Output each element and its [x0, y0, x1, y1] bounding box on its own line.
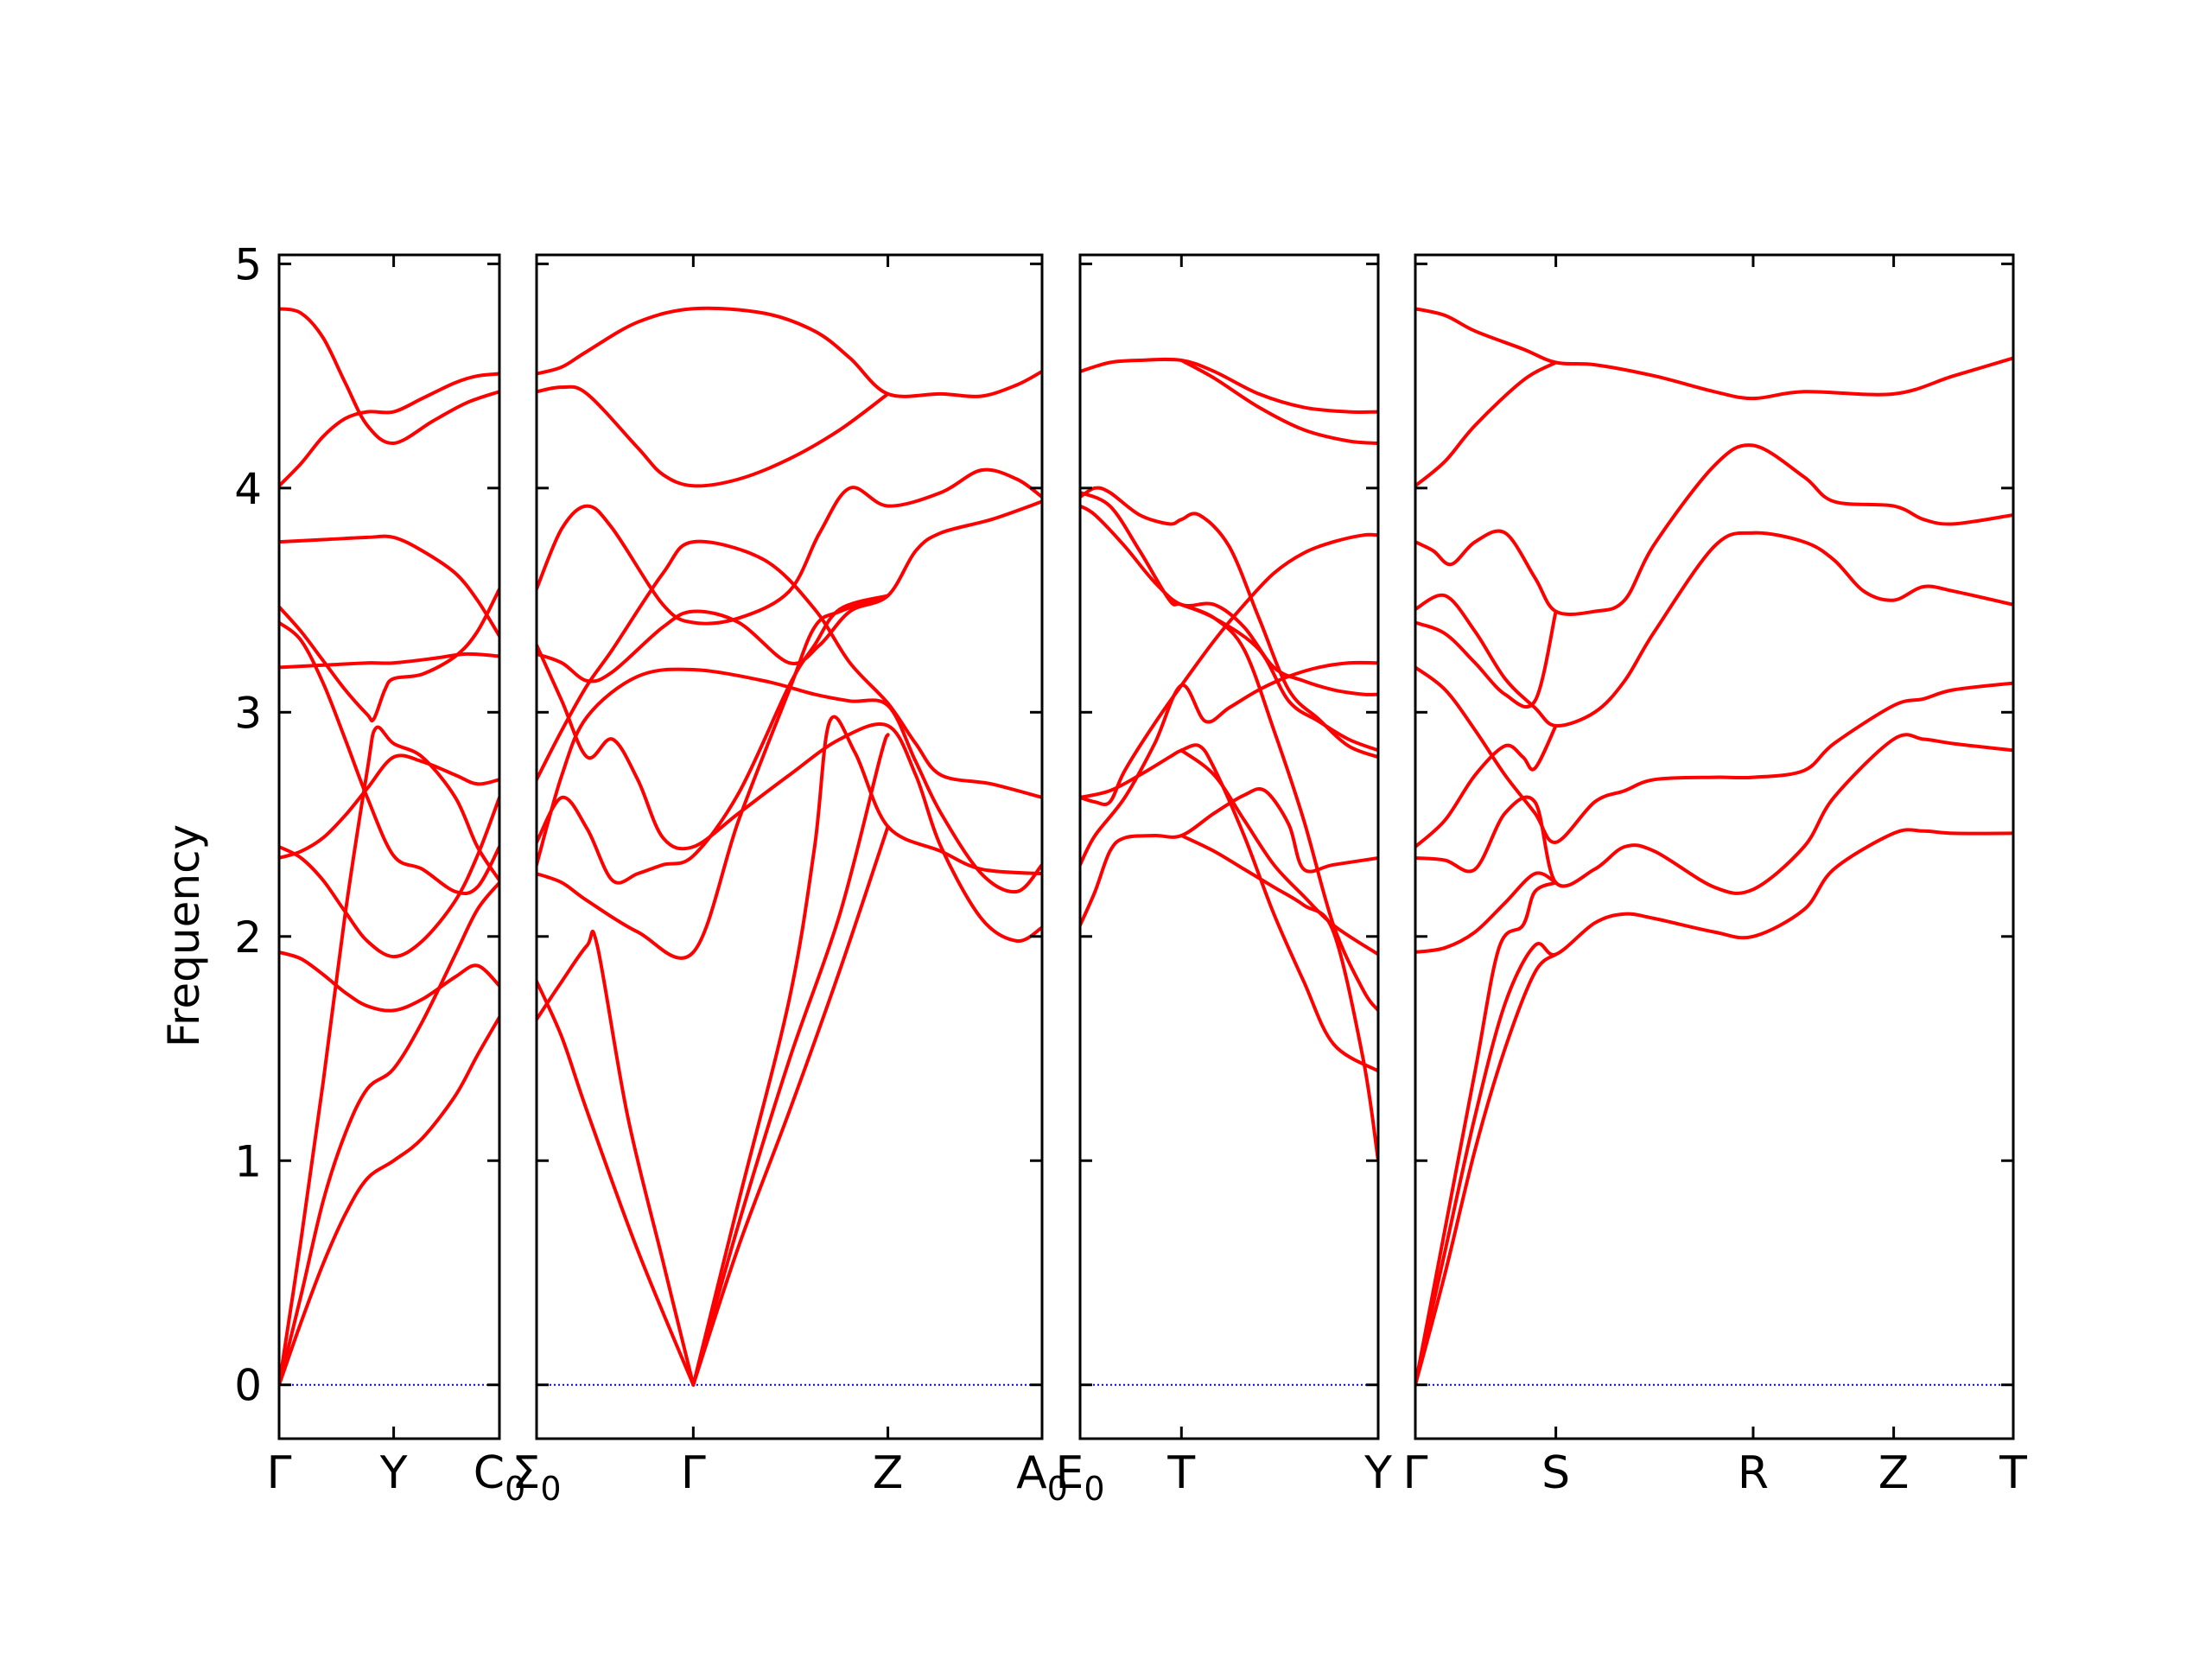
x-tick-label: Σ0 — [512, 1447, 561, 1508]
band-line-7 — [1415, 723, 1558, 849]
band-line-12 — [1415, 952, 1558, 1387]
band-line-9 — [1415, 871, 1558, 954]
band-line-8 — [279, 795, 499, 959]
x-tick-label: Y — [1363, 1447, 1392, 1499]
y-tick-label: 5 — [234, 239, 262, 289]
band-line-2 — [537, 385, 890, 488]
band-line-5 — [279, 652, 499, 670]
band-line-12 — [1179, 834, 1378, 1163]
band-line-9 — [1080, 743, 1378, 1073]
band-line-12 — [691, 715, 1042, 1387]
band-line-4 — [1080, 486, 1378, 760]
x-tick-label: R — [1738, 1447, 1769, 1499]
band-line-3 — [1415, 443, 2013, 616]
bands-group — [1415, 307, 2013, 1387]
x-tick-label: E0 — [1055, 1447, 1104, 1508]
y-tick-label: 3 — [234, 688, 262, 738]
band-line-7 — [279, 753, 499, 860]
panel-2: Σ0 Γ Z A0 — [512, 253, 1068, 1508]
band-line-1 — [1415, 307, 2013, 401]
band-line-5 — [1415, 609, 1558, 709]
band-line-6 — [1080, 532, 1378, 807]
bands-group — [537, 306, 1042, 1387]
band-line-2 — [279, 372, 499, 488]
y-tick-label: 4 — [234, 464, 262, 514]
x-tick-label: Z — [1878, 1447, 1910, 1499]
panel-frame — [1078, 253, 1380, 1440]
band-line-3 — [279, 534, 499, 639]
panel-frame — [1414, 253, 2015, 1440]
band-line-1 — [279, 307, 499, 446]
band-line-4 — [537, 539, 1042, 799]
x-tick-label: Γ — [267, 1447, 292, 1499]
x-tick-label: Z — [873, 1447, 904, 1499]
panel-frame — [535, 253, 1044, 1440]
band-line-2 — [1415, 360, 1558, 488]
band-line-1 — [537, 306, 1042, 398]
band-line-4 — [1415, 531, 2013, 728]
band-line-6 — [1415, 665, 2013, 844]
band-line-7 — [537, 643, 1042, 944]
x-tick-label: Γ — [1403, 1447, 1428, 1499]
x-tick-label: T — [1166, 1447, 1195, 1499]
band-line-13 — [691, 733, 890, 1387]
bands-group — [1080, 357, 1378, 1163]
band-line-10 — [279, 950, 499, 1013]
panel-frame — [277, 253, 501, 1440]
y-tick-label: 0 — [234, 1361, 262, 1411]
band-line-2 — [1179, 359, 1378, 445]
y-tick-label: 2 — [234, 912, 262, 963]
y-axis-label: Frequency — [159, 824, 209, 1047]
band-line-6 — [537, 667, 1042, 894]
band-line-9 — [537, 594, 890, 960]
band-line-9 — [279, 725, 499, 1387]
x-tick-label: T — [1999, 1447, 2027, 1499]
band-line-8 — [1415, 733, 2013, 895]
band-line-10 — [1415, 880, 1558, 1387]
x-tick-label: Γ — [681, 1447, 706, 1499]
bands-group — [279, 307, 499, 1387]
band-line-10 — [537, 930, 696, 1387]
band-line-14 — [691, 824, 890, 1387]
band-line-11 — [1179, 602, 1378, 1013]
x-tick-label: Y — [379, 1447, 408, 1499]
panel-3: E0 T Y — [1055, 253, 1392, 1508]
band-line-5 — [537, 499, 1042, 683]
band-line-3 — [1080, 504, 1378, 696]
band-line-11 — [279, 880, 499, 1387]
band-line-7 — [1080, 660, 1378, 867]
band-line-6 — [279, 620, 499, 896]
band-line-3 — [537, 467, 1042, 626]
x-tick-label: S — [1541, 1447, 1570, 1499]
band-line-8 — [1080, 786, 1378, 927]
band-line-8 — [537, 594, 890, 885]
band-line-12 — [279, 1015, 499, 1387]
band-line-1 — [1080, 357, 1378, 414]
band-line-11 — [537, 979, 696, 1387]
band-line-11 — [1415, 828, 2013, 1387]
y-tick-label: 1 — [234, 1136, 262, 1186]
